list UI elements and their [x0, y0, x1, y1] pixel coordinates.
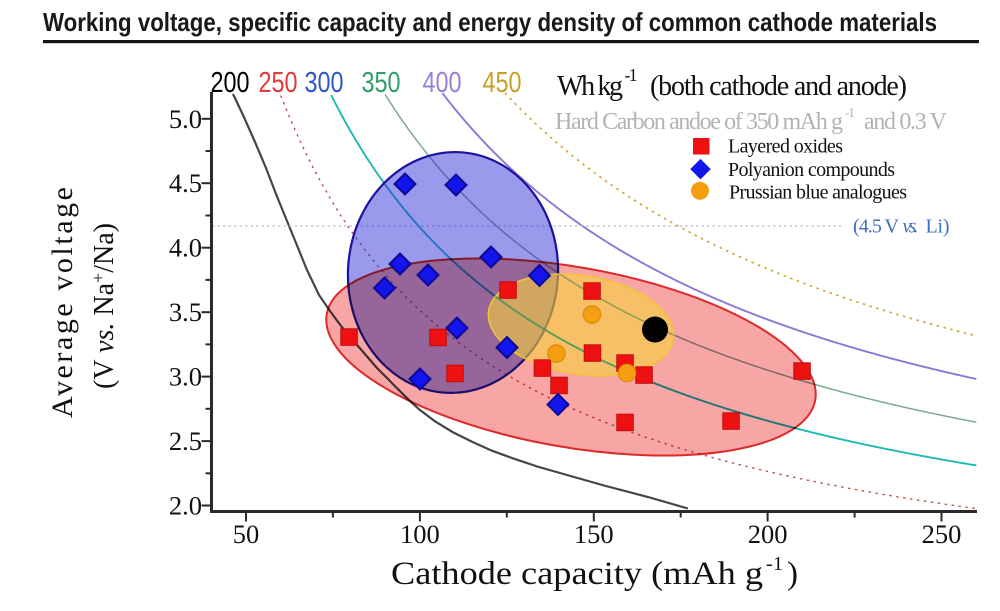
svg-text:4.5: 4.5 [169, 168, 202, 198]
svg-text:4.0: 4.0 [169, 233, 202, 263]
svg-text:350: 350 [362, 67, 401, 99]
svg-text:Working voltage, specific capa: Working voltage, specific capacity and e… [43, 7, 937, 37]
svg-text:-1: -1 [845, 106, 855, 121]
svg-text:250: 250 [259, 67, 298, 99]
svg-text:150: 150 [574, 519, 614, 549]
svg-text:vs.: vs. [903, 216, 919, 238]
svg-text:Li): Li) [926, 216, 950, 238]
svg-text:and 0.3 V: and 0.3 V [864, 109, 948, 135]
svg-text:2.5: 2.5 [169, 426, 202, 456]
svg-text:-1: -1 [766, 553, 783, 575]
svg-text:-1: -1 [625, 65, 638, 85]
svg-text:200: 200 [748, 519, 788, 549]
svg-text:100: 100 [400, 519, 440, 549]
svg-text:3.0: 3.0 [169, 362, 202, 392]
svg-text:(V vs. Na+/Na): (V vs. Na+/Na) [88, 223, 120, 389]
svg-text:): ) [787, 556, 798, 592]
svg-text:50: 50 [233, 519, 260, 549]
svg-text:Cathode capacity (mAh g: Cathode capacity (mAh g [391, 556, 763, 592]
svg-text:200: 200 [211, 67, 250, 99]
svg-text:Polyanion compounds: Polyanion compounds [728, 159, 895, 181]
svg-text:300: 300 [305, 67, 344, 99]
svg-text:250: 250 [922, 519, 962, 549]
svg-text:3.5: 3.5 [169, 297, 202, 327]
svg-text:Prussian blue analogues: Prussian blue analogues [729, 182, 907, 204]
svg-text:400: 400 [423, 67, 462, 99]
svg-text:(both cathode and anode): (both cathode and anode) [650, 71, 907, 102]
svg-text:450: 450 [483, 67, 522, 99]
svg-text:2.0: 2.0 [169, 491, 202, 521]
svg-text:Wh kg: Wh kg [557, 71, 623, 102]
svg-text:5.0: 5.0 [169, 104, 202, 134]
svg-text:Layered oxides: Layered oxides [728, 136, 843, 158]
svg-text:Hard Carbon andoe of 350 mAh g: Hard Carbon andoe of 350 mAh g [555, 109, 843, 135]
svg-text:(4.5 V: (4.5 V [853, 216, 900, 238]
